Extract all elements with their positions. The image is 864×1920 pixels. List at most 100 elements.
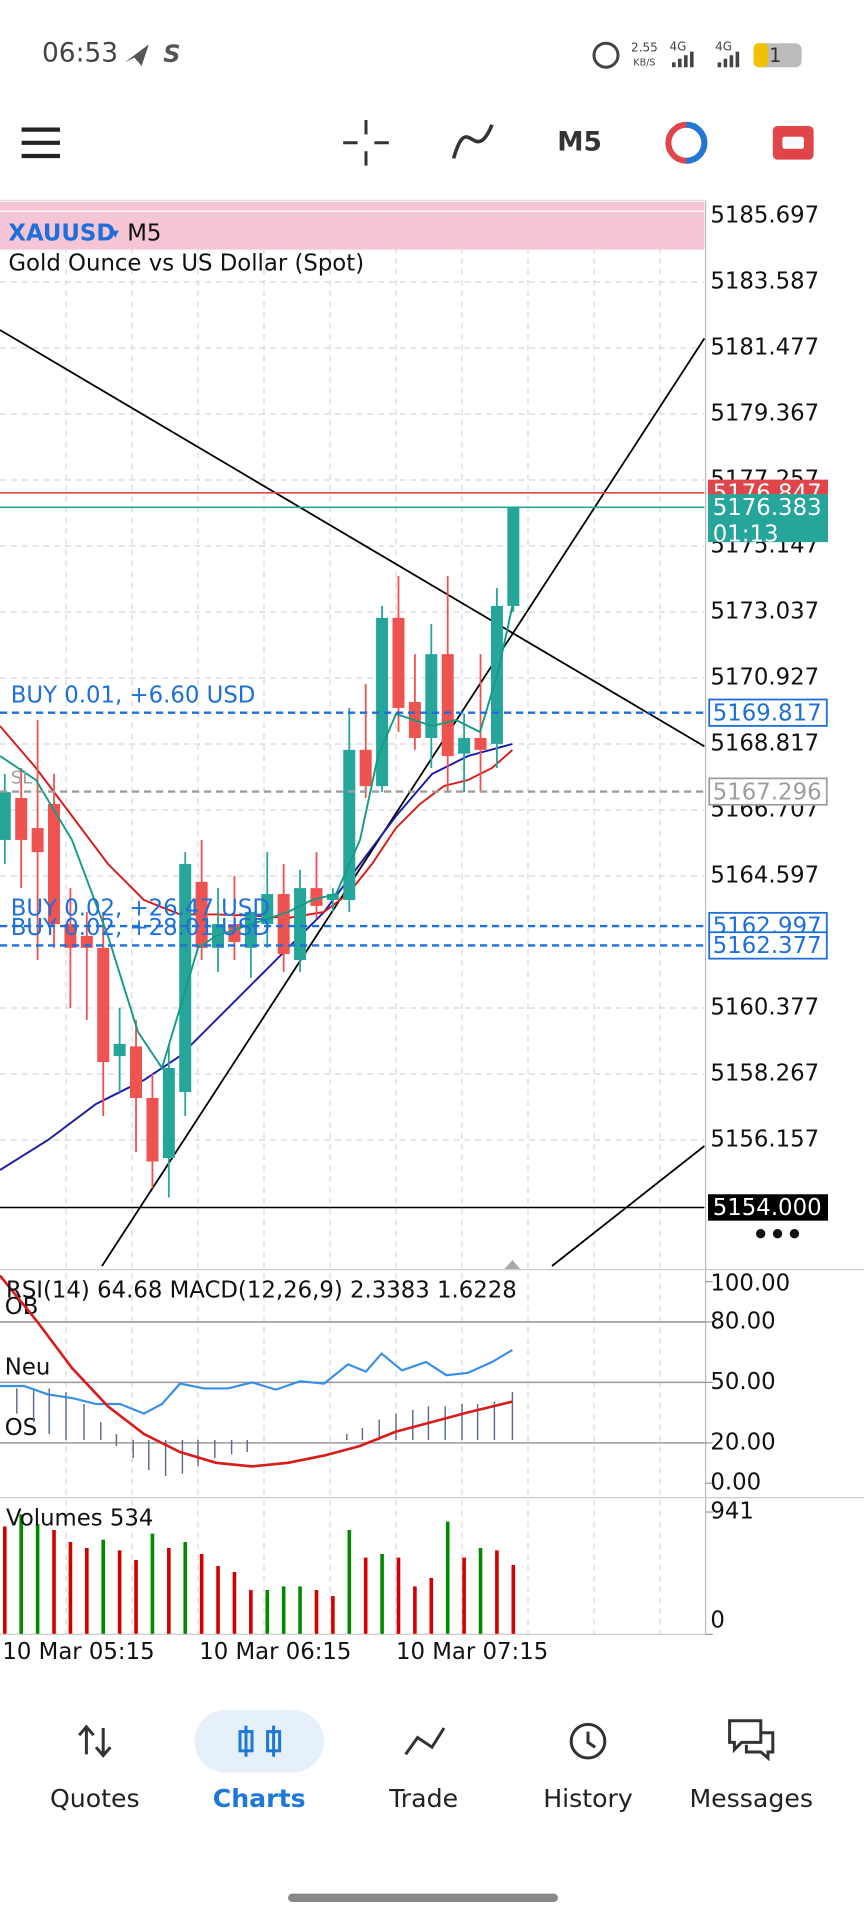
- price-tick-label: 5185.697: [710, 203, 819, 229]
- indicator-tick-label: 100.00: [710, 1271, 790, 1297]
- home-indicator: [288, 1893, 558, 1902]
- nav-quotes[interactable]: Quotes: [50, 1724, 140, 1813]
- indicator-tick-label: 0.00: [710, 1470, 761, 1496]
- price-badge-label: 5154.000: [713, 1195, 822, 1221]
- timeframe-button[interactable]: M5: [557, 126, 602, 157]
- nav-messages[interactable]: Messages: [689, 1719, 813, 1813]
- battery-text: 1: [769, 44, 781, 67]
- price-badge-label: 5176.383: [713, 495, 822, 521]
- indicator-tick-label: 20.00: [710, 1429, 775, 1455]
- candle-body: [64, 924, 77, 948]
- menu-button[interactable]: [21, 127, 60, 159]
- moving-average: [0, 743, 513, 1171]
- time-label: 10 Mar 07:15: [396, 1639, 548, 1665]
- candle-body: [130, 1046, 143, 1098]
- moving-average: [0, 605, 514, 1071]
- time-label: 10 Mar 06:15: [199, 1639, 351, 1665]
- volume-tick-label: 941: [710, 1499, 754, 1525]
- battery-level: [753, 43, 768, 68]
- candle-body: [195, 881, 208, 948]
- price-badge: [708, 494, 828, 543]
- candle-body: [458, 737, 471, 754]
- telegram-icon: [124, 44, 149, 66]
- candle-body: [310, 888, 323, 906]
- price-badge: [708, 931, 828, 960]
- price-badge: [708, 777, 828, 806]
- time-label: 10 Mar 05:15: [2, 1639, 154, 1665]
- scroll-marker: [504, 1260, 521, 1270]
- net-speed: 2.55: [631, 41, 658, 55]
- alarm-icon: [592, 41, 620, 69]
- countdown: 01:13: [713, 521, 779, 547]
- order-label: BUY 0.01, +6.60 USD: [11, 682, 256, 708]
- indicator-tick-label: 50.00: [710, 1369, 775, 1395]
- indicators-button[interactable]: [451, 124, 494, 159]
- candle-body: [326, 894, 339, 900]
- price-tick-label: 5168.817: [710, 731, 819, 757]
- candle-body: [146, 1097, 159, 1162]
- crosshair-button[interactable]: [343, 120, 389, 166]
- candle-body: [15, 798, 28, 840]
- volume-header: Volumes 534: [6, 1506, 153, 1532]
- candle-body: [294, 888, 307, 961]
- nav-charts[interactable]: Charts: [194, 1710, 324, 1813]
- nav-icon: [78, 1724, 112, 1758]
- candle-body: [376, 617, 389, 787]
- price-tick-label: 5173.037: [710, 599, 819, 625]
- symbol[interactable]: XAUUSD: [8, 221, 115, 247]
- nav-icon: [728, 1719, 775, 1762]
- macd-histogram: [16, 1388, 514, 1476]
- price-tick-label: 5156.157: [710, 1127, 819, 1153]
- signal-icon: [717, 51, 740, 68]
- trendline: [101, 337, 706, 1267]
- price-badge: [708, 1194, 828, 1221]
- candle-body: [392, 617, 405, 708]
- price-tick-label: 5164.597: [710, 863, 819, 889]
- trendline: [551, 1145, 705, 1267]
- nav-label[interactable]: Charts: [213, 1784, 306, 1813]
- more-button[interactable]: •••: [752, 1220, 803, 1251]
- level-label: OS: [5, 1415, 37, 1441]
- nav-label[interactable]: History: [543, 1784, 633, 1813]
- price-tick-label: 5179.367: [710, 401, 819, 427]
- volume-panel: 941 0: [3, 1499, 754, 1635]
- app-icon: S: [163, 40, 180, 68]
- network-label: 4G: [715, 39, 732, 53]
- candle-body: [507, 507, 520, 606]
- macd-line: [0, 1274, 513, 1468]
- nav-label[interactable]: Quotes: [50, 1784, 140, 1813]
- trade-button-part: [782, 136, 804, 149]
- moving-average: [0, 725, 514, 919]
- candle-body: [277, 894, 290, 955]
- rsi-line: [0, 1349, 513, 1415]
- price-tick-label: 5160.377: [710, 995, 819, 1021]
- price-tick-label: 5158.267: [710, 1061, 819, 1087]
- level-label: Neu: [5, 1355, 51, 1381]
- volume-tick-label: 0: [710, 1608, 725, 1634]
- candle-body: [80, 935, 93, 948]
- nav-icon: [266, 1730, 282, 1753]
- status-time: 06:53: [42, 38, 118, 69]
- net-speed-unit: KB/S: [633, 57, 655, 68]
- nav-label[interactable]: Messages: [689, 1784, 813, 1813]
- nav-icon: [586, 1731, 597, 1749]
- price-tick-label: 5181.477: [710, 335, 819, 361]
- indicator-header: RSI(14) 64.68 MACD(12,26,9) 2.3383 1.622…: [6, 1278, 517, 1304]
- symbol-dropdown[interactable]: ▾: [112, 226, 120, 242]
- nav-history[interactable]: History: [543, 1722, 633, 1813]
- symbol-header: [0, 201, 705, 250]
- nav-trade[interactable]: Trade: [388, 1727, 458, 1813]
- price-grid: 5185.6975183.5875181.4775179.3675177.257…: [0, 203, 819, 1153]
- candle-body: [113, 1043, 126, 1057]
- network-label: 4G: [670, 39, 687, 53]
- candle-body: [31, 828, 44, 853]
- candle-body: [343, 749, 356, 900]
- candle-body: [441, 654, 454, 757]
- nav-label[interactable]: Trade: [388, 1784, 458, 1813]
- candle-body: [48, 803, 61, 925]
- candle-body: [0, 792, 11, 840]
